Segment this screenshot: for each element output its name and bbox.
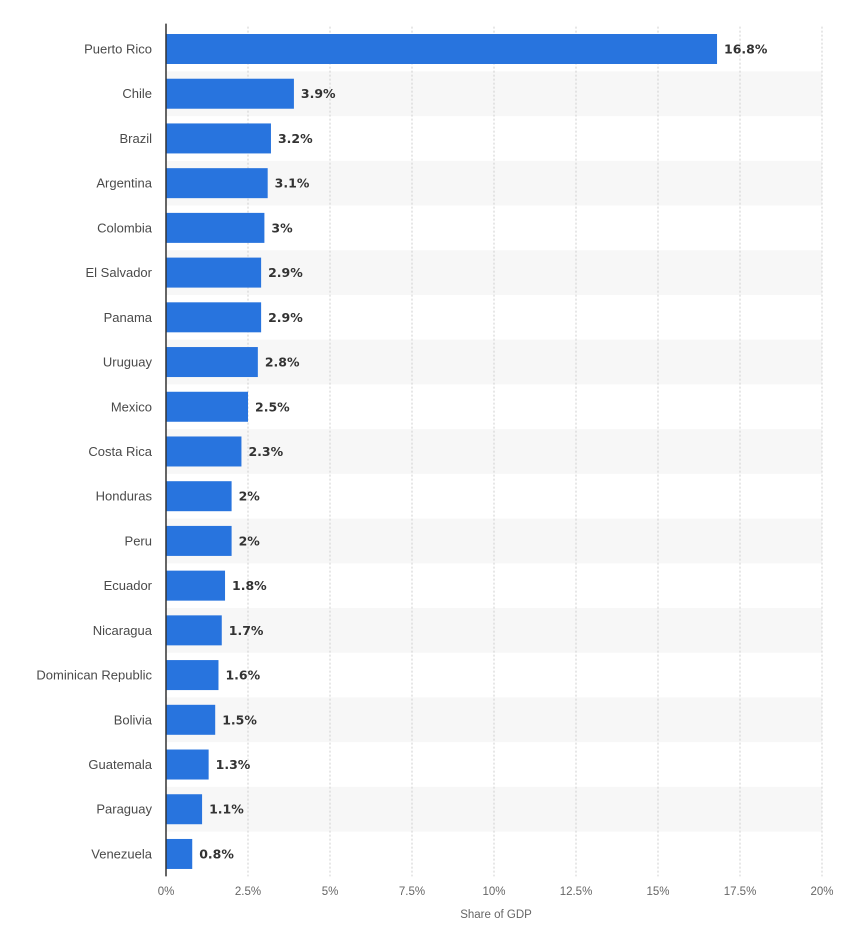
category-label: Peru [125, 533, 152, 548]
category-label: El Salvador [86, 265, 153, 280]
category-label: Brazil [119, 131, 152, 146]
x-tick-label: 17.5% [724, 886, 757, 898]
category-label: Venezuela [91, 846, 152, 861]
x-tick-label: 10% [482, 886, 505, 898]
value-label: 2% [239, 533, 261, 548]
bar[interactable] [166, 168, 268, 199]
bar[interactable] [166, 481, 232, 512]
category-label: Chile [122, 86, 152, 101]
category-label: Paraguay [96, 802, 152, 817]
value-label: 1.7% [229, 623, 264, 638]
bar[interactable] [166, 660, 219, 691]
row-band [166, 786, 822, 832]
value-label: 0.8% [199, 846, 234, 861]
x-tick-label: 0% [158, 886, 175, 898]
category-label: Honduras [96, 489, 153, 504]
value-label: 3.2% [278, 131, 313, 146]
bar[interactable] [166, 436, 242, 467]
x-tick-label: 15% [646, 886, 669, 898]
category-label: Guatemala [88, 757, 152, 772]
bar[interactable] [166, 838, 193, 869]
bar[interactable] [166, 212, 265, 243]
bar[interactable] [166, 615, 222, 646]
category-label: Ecuador [104, 578, 153, 593]
value-label: 2.8% [265, 355, 300, 370]
value-label: 1.8% [232, 578, 267, 593]
bar[interactable] [166, 794, 203, 825]
category-label: Mexico [111, 399, 152, 414]
value-label: 2.9% [268, 265, 303, 280]
x-tick-label: 5% [322, 886, 339, 898]
value-label: 1.6% [225, 668, 260, 683]
category-label: Nicaragua [93, 623, 153, 638]
value-label: 1.1% [209, 802, 244, 817]
category-label: Colombia [97, 220, 153, 235]
bars [166, 34, 718, 869]
category-label: Puerto Rico [84, 42, 152, 57]
category-labels: Puerto Rico Chile Brazil Argentina Colombia E… [36, 42, 152, 862]
value-label: 1.3% [216, 757, 251, 772]
value-labels: 16.8% 3.9% 3.2% 3.1% 3% 2.9% 2.9% 2.8% 2.5% 2.3% 2… [199, 42, 768, 862]
category-label: Argentina [96, 176, 152, 191]
category-label: Dominican Republic [36, 668, 152, 683]
value-label: 3.1% [275, 176, 310, 191]
bar[interactable] [166, 347, 258, 378]
value-label: 16.8% [724, 42, 768, 57]
bar[interactable] [166, 570, 226, 601]
bar[interactable] [166, 257, 262, 288]
value-label: 2% [239, 489, 261, 504]
x-tick-label: 7.5% [399, 886, 425, 898]
bar[interactable] [166, 302, 262, 333]
bar[interactable] [166, 34, 718, 64]
x-tick-label: 12.5% [560, 886, 593, 898]
value-label: 3.9% [301, 86, 336, 101]
x-tick-label: 2.5% [235, 886, 261, 898]
x-tick-label: 20% [810, 886, 833, 898]
bar[interactable] [166, 525, 232, 556]
bar[interactable] [166, 704, 216, 735]
category-label: Costa Rica [88, 444, 152, 459]
category-label: Uruguay [103, 355, 153, 370]
x-axis-title: Share of GDP [460, 909, 532, 921]
value-label: 2.9% [268, 310, 303, 325]
bar[interactable] [166, 78, 294, 109]
category-label: Bolivia [114, 712, 153, 727]
bar[interactable] [166, 391, 248, 422]
value-label: 1.5% [222, 712, 257, 727]
value-label: 3% [271, 220, 293, 235]
x-tick-labels: 0% 2.5% 5% 7.5% 10% 12.5% 15% 17.5% 20% [158, 886, 834, 898]
bar[interactable] [166, 749, 209, 780]
value-label: 2.3% [248, 444, 283, 459]
bar[interactable] [166, 123, 271, 154]
category-label: Panama [104, 310, 153, 325]
value-label: 2.5% [255, 399, 290, 414]
